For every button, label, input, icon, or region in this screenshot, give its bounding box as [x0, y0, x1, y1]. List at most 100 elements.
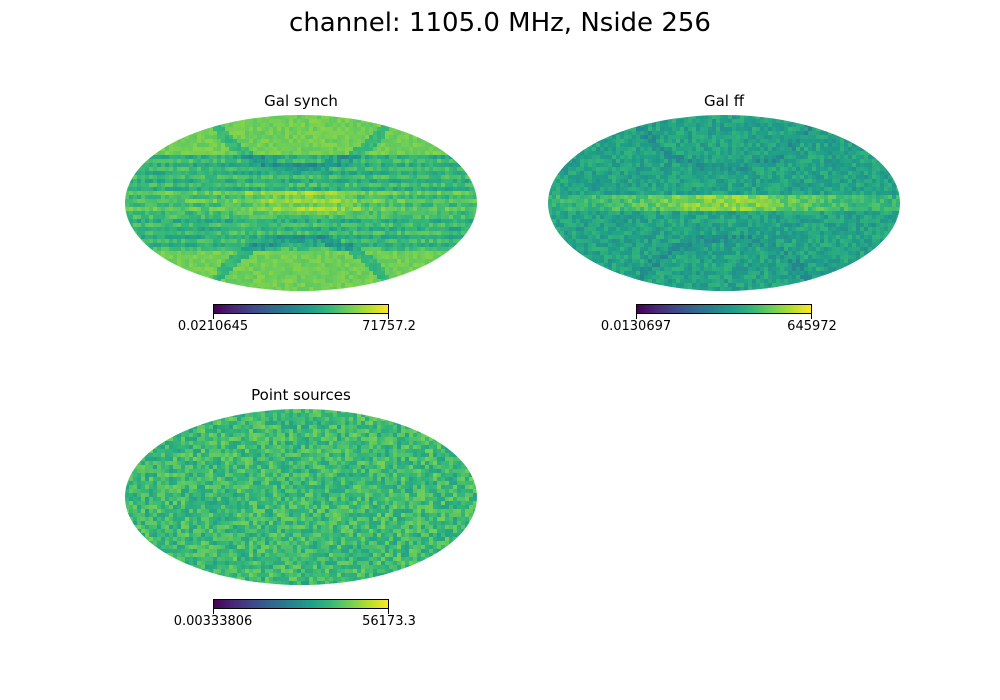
map-pixel	[888, 203, 892, 207]
map-pixel	[656, 187, 660, 191]
map-pixel	[728, 203, 732, 207]
map-pixel	[612, 187, 616, 191]
map-pixel	[820, 163, 824, 167]
map-pixel	[868, 167, 872, 171]
map-pixel	[189, 131, 193, 135]
map-pixel	[732, 131, 736, 135]
map-pixel	[684, 167, 688, 171]
map-pixel	[337, 267, 341, 271]
map-pixel	[389, 163, 393, 167]
map-pixel	[317, 215, 321, 219]
map-pixel	[353, 275, 357, 279]
map-pixel	[373, 147, 377, 151]
map-pixel	[277, 147, 281, 151]
map-pixel	[165, 163, 169, 167]
map-pixel	[317, 163, 321, 167]
map-pixel	[788, 139, 792, 143]
map-pixel	[157, 147, 161, 151]
map-pixel	[177, 179, 181, 183]
map-pixel	[828, 131, 832, 135]
map-pixel	[744, 119, 748, 123]
map-pixel	[560, 191, 564, 195]
map-pixel	[309, 131, 313, 135]
map-pixel	[289, 187, 293, 191]
map-pixel	[389, 243, 393, 247]
map-pixel	[313, 159, 317, 163]
map-pixel	[217, 123, 221, 127]
map-pixel	[261, 171, 265, 175]
map-pixel	[233, 167, 237, 171]
map-pixel	[209, 187, 213, 191]
map-pixel	[644, 143, 648, 147]
map-pixel	[329, 247, 333, 251]
map-pixel	[221, 199, 225, 203]
map-pixel	[652, 191, 656, 195]
map-pixel	[752, 127, 756, 131]
map-pixel	[712, 115, 716, 119]
map-pixel	[297, 191, 301, 195]
map-pixel	[289, 155, 293, 159]
map-pixel	[808, 147, 812, 151]
map-pixel	[341, 127, 345, 131]
map-pixel	[441, 199, 445, 203]
map-pixel	[321, 251, 325, 255]
map-pixel	[401, 215, 405, 219]
map-pixel	[465, 191, 469, 195]
map-pixel	[780, 123, 784, 127]
map-pixel	[556, 183, 560, 187]
map-pixel	[652, 139, 656, 143]
map-pixel	[185, 175, 189, 179]
map-pixel	[660, 211, 664, 215]
map-pixel	[189, 211, 193, 215]
map-pixel	[241, 247, 245, 251]
map-pixel	[285, 211, 289, 215]
map-pixel	[137, 207, 141, 211]
map-pixel	[145, 207, 149, 211]
map-pixel	[177, 171, 181, 175]
map-pixel	[556, 199, 560, 203]
map-pixel	[285, 199, 289, 203]
map-pixel	[832, 195, 836, 199]
map-pixel	[161, 255, 165, 259]
map-pixel	[229, 203, 233, 207]
map-pixel	[708, 123, 712, 127]
map-pixel	[221, 235, 225, 239]
map-pixel	[580, 155, 584, 159]
map-pixel	[405, 183, 409, 187]
map-pixel	[389, 227, 393, 231]
map-pixel	[249, 223, 253, 227]
map-pixel	[153, 171, 157, 175]
map-pixel	[864, 163, 868, 167]
map-pixel	[229, 263, 233, 267]
map-pixel	[321, 171, 325, 175]
map-pixel	[752, 131, 756, 135]
map-pixel	[816, 163, 820, 167]
map-pixel	[580, 215, 584, 219]
map-pixel	[153, 219, 157, 223]
map-pixel	[249, 195, 253, 199]
map-pixel	[377, 223, 381, 227]
map-pixel	[281, 259, 285, 263]
map-pixel	[365, 131, 369, 135]
map-pixel	[181, 175, 185, 179]
map-pixel	[161, 183, 165, 187]
map-pixel	[221, 231, 225, 235]
map-pixel	[353, 263, 357, 267]
map-pixel	[329, 271, 333, 275]
map-pixel	[836, 159, 840, 163]
map-pixel	[309, 227, 313, 231]
map-pixel	[884, 183, 888, 187]
map-pixel	[572, 183, 576, 187]
map-pixel	[341, 119, 345, 123]
map-pixel	[632, 167, 636, 171]
map-pixel	[688, 159, 692, 163]
map-pixel	[676, 203, 680, 207]
map-pixel	[145, 175, 149, 179]
map-pixel	[896, 211, 900, 215]
map-pixel	[237, 123, 241, 127]
map-pixel	[824, 159, 828, 163]
map-pixel	[337, 227, 341, 231]
map-pixel	[385, 123, 389, 127]
map-pixel	[409, 251, 413, 255]
map-pixel	[872, 159, 876, 163]
